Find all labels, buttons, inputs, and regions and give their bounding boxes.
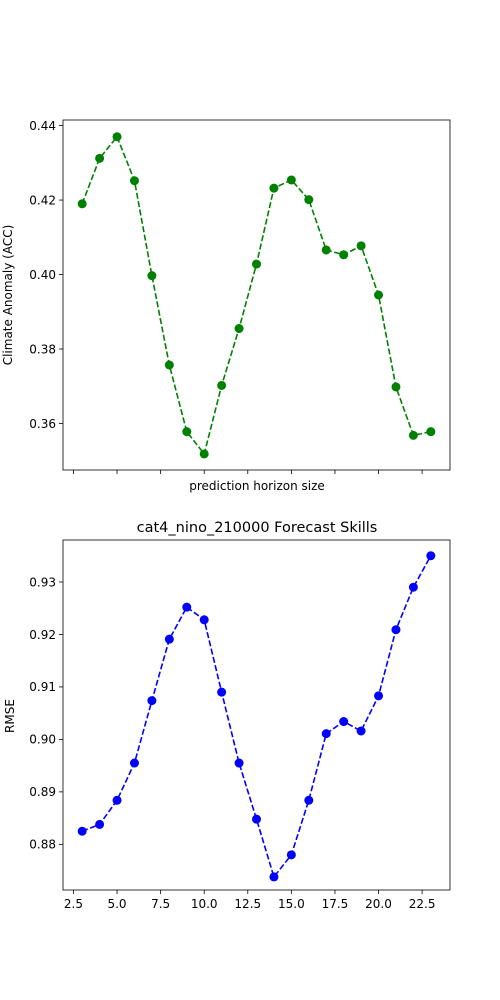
rmse-data-point	[182, 602, 192, 612]
rmse-data-point	[269, 872, 279, 882]
rmse-x-tick-label: 10.0	[191, 897, 218, 911]
rmse-data-point	[147, 696, 157, 706]
rmse-x-tick-label: 12.5	[234, 897, 261, 911]
rmse-x-tick-label: 22.5	[409, 897, 436, 911]
rmse-data-point	[199, 615, 209, 625]
acc-data-point	[391, 382, 401, 392]
acc-data-point	[304, 195, 314, 205]
rmse-y-tick-label: 0.89	[29, 785, 56, 799]
rmse-y-tick-label: 0.92	[29, 628, 56, 642]
acc-data-point	[269, 183, 279, 193]
rmse-data-point	[391, 625, 401, 635]
acc-data-point	[339, 250, 349, 260]
acc-x-axis-label: prediction horizon size	[189, 479, 325, 493]
rmse-x-tick-label: 7.5	[151, 897, 170, 911]
rmse-data-point	[77, 826, 87, 836]
acc-y-tick-label: 0.36	[29, 417, 56, 431]
rmse-x-tick-label: 5.0	[107, 897, 126, 911]
rmse-x-tick-label: 20.0	[365, 897, 392, 911]
rmse-data-point	[356, 726, 366, 736]
acc-data-point	[147, 271, 157, 281]
rmse-data-point	[408, 582, 418, 592]
acc-marks: 0.36 0.38 0.40 0.42 0.44	[29, 119, 436, 474]
rmse-data-point	[339, 717, 349, 727]
acc-data-point	[408, 430, 418, 440]
acc-data-point	[199, 449, 209, 459]
acc-y-tick-label: 0.42	[29, 193, 56, 207]
acc-y-tick-label: 0.44	[29, 119, 56, 133]
rmse-data-point	[252, 814, 261, 824]
rmse-y-tick-label: 0.88	[29, 838, 56, 852]
rmse-data-point	[321, 729, 331, 739]
acc-data-point	[129, 176, 139, 186]
rmse-plot-frame	[62, 539, 451, 891]
acc-data-point	[182, 427, 192, 437]
acc-y-tick-label: 0.40	[29, 268, 56, 282]
rmse-data-point	[95, 819, 105, 829]
rmse-data-point	[112, 795, 122, 805]
acc-data-point	[234, 324, 244, 334]
rmse-x-tick-label: 15.0	[278, 897, 305, 911]
rmse-x-tick-label: 2.5	[64, 897, 83, 911]
acc-data-point	[112, 132, 122, 142]
acc-data-point	[356, 241, 366, 251]
rmse-marks: 2.5 5.0 7.5 10.0 12.5 15.0 17.5 20.0 22.5 0.88 0.8…	[29, 551, 435, 911]
acc-data-point	[164, 360, 174, 370]
rmse-y-axis-label: RMSE	[3, 699, 17, 733]
rmse-panel: cat4_nino_210000 Forecast Skills RMSE 2.…	[3, 520, 451, 911]
acc-data-point	[252, 259, 261, 269]
acc-data-point	[321, 245, 331, 255]
rmse-series-line	[81, 555, 432, 879]
rmse-data-point	[164, 634, 174, 644]
rmse-data-point	[374, 691, 384, 701]
acc-y-axis-label: Climate Anomaly (ACC)	[1, 225, 15, 366]
rmse-chart-title: cat4_nino_210000 Forecast Skills	[137, 520, 378, 536]
acc-y-tick-label: 0.38	[29, 342, 56, 356]
acc-data-point	[217, 380, 227, 390]
rmse-x-tick-label: 17.5	[322, 897, 349, 911]
acc-plot-frame	[62, 119, 451, 471]
rmse-y-tick-label: 0.91	[29, 680, 56, 694]
acc-panel: Climate Anomaly (ACC) prediction horizon…	[1, 119, 451, 493]
acc-data-point	[95, 153, 105, 163]
rmse-y-tick-label: 0.93	[29, 575, 56, 589]
rmse-data-point	[129, 758, 139, 768]
rmse-data-point	[426, 551, 436, 561]
acc-data-point	[374, 290, 384, 300]
rmse-y-tick-label: 0.90	[29, 733, 56, 747]
acc-data-point	[426, 427, 436, 437]
acc-data-point	[286, 175, 296, 185]
acc-data-point	[77, 199, 87, 209]
rmse-data-point	[234, 758, 244, 768]
rmse-data-point	[286, 850, 296, 860]
rmse-data-point	[304, 795, 314, 805]
rmse-data-point	[217, 687, 227, 697]
